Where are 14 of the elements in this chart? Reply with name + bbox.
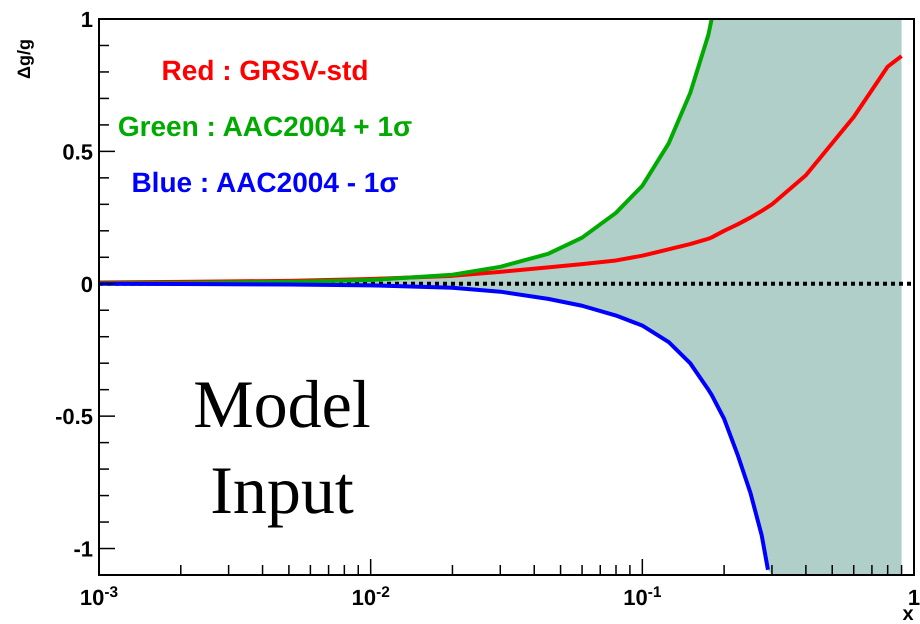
- y-tick-label: 0: [80, 272, 93, 297]
- y-axis-title: Δg/g: [14, 39, 34, 79]
- x-tick-label: 10$^{-3}$: [80, 584, 118, 610]
- y-tick-label: 0.5: [62, 139, 93, 164]
- y-tick-label: -1: [73, 536, 93, 562]
- text: Red : GRSV-std: [162, 55, 368, 86]
- y-tick-label: 1: [80, 7, 93, 32]
- text: Blue : AAC2004 - 1σ: [131, 167, 399, 198]
- y-tick-label: -0.5: [55, 404, 93, 430]
- x-tick-label: 10$^{-1}$: [623, 584, 662, 610]
- annotation: Model Input: [193, 366, 371, 528]
- x-tick-label: 10$^{-2}$: [352, 584, 390, 610]
- text: Green : AAC2004 + 1σ: [118, 111, 412, 142]
- x-tick-label: 1: [908, 585, 920, 610]
